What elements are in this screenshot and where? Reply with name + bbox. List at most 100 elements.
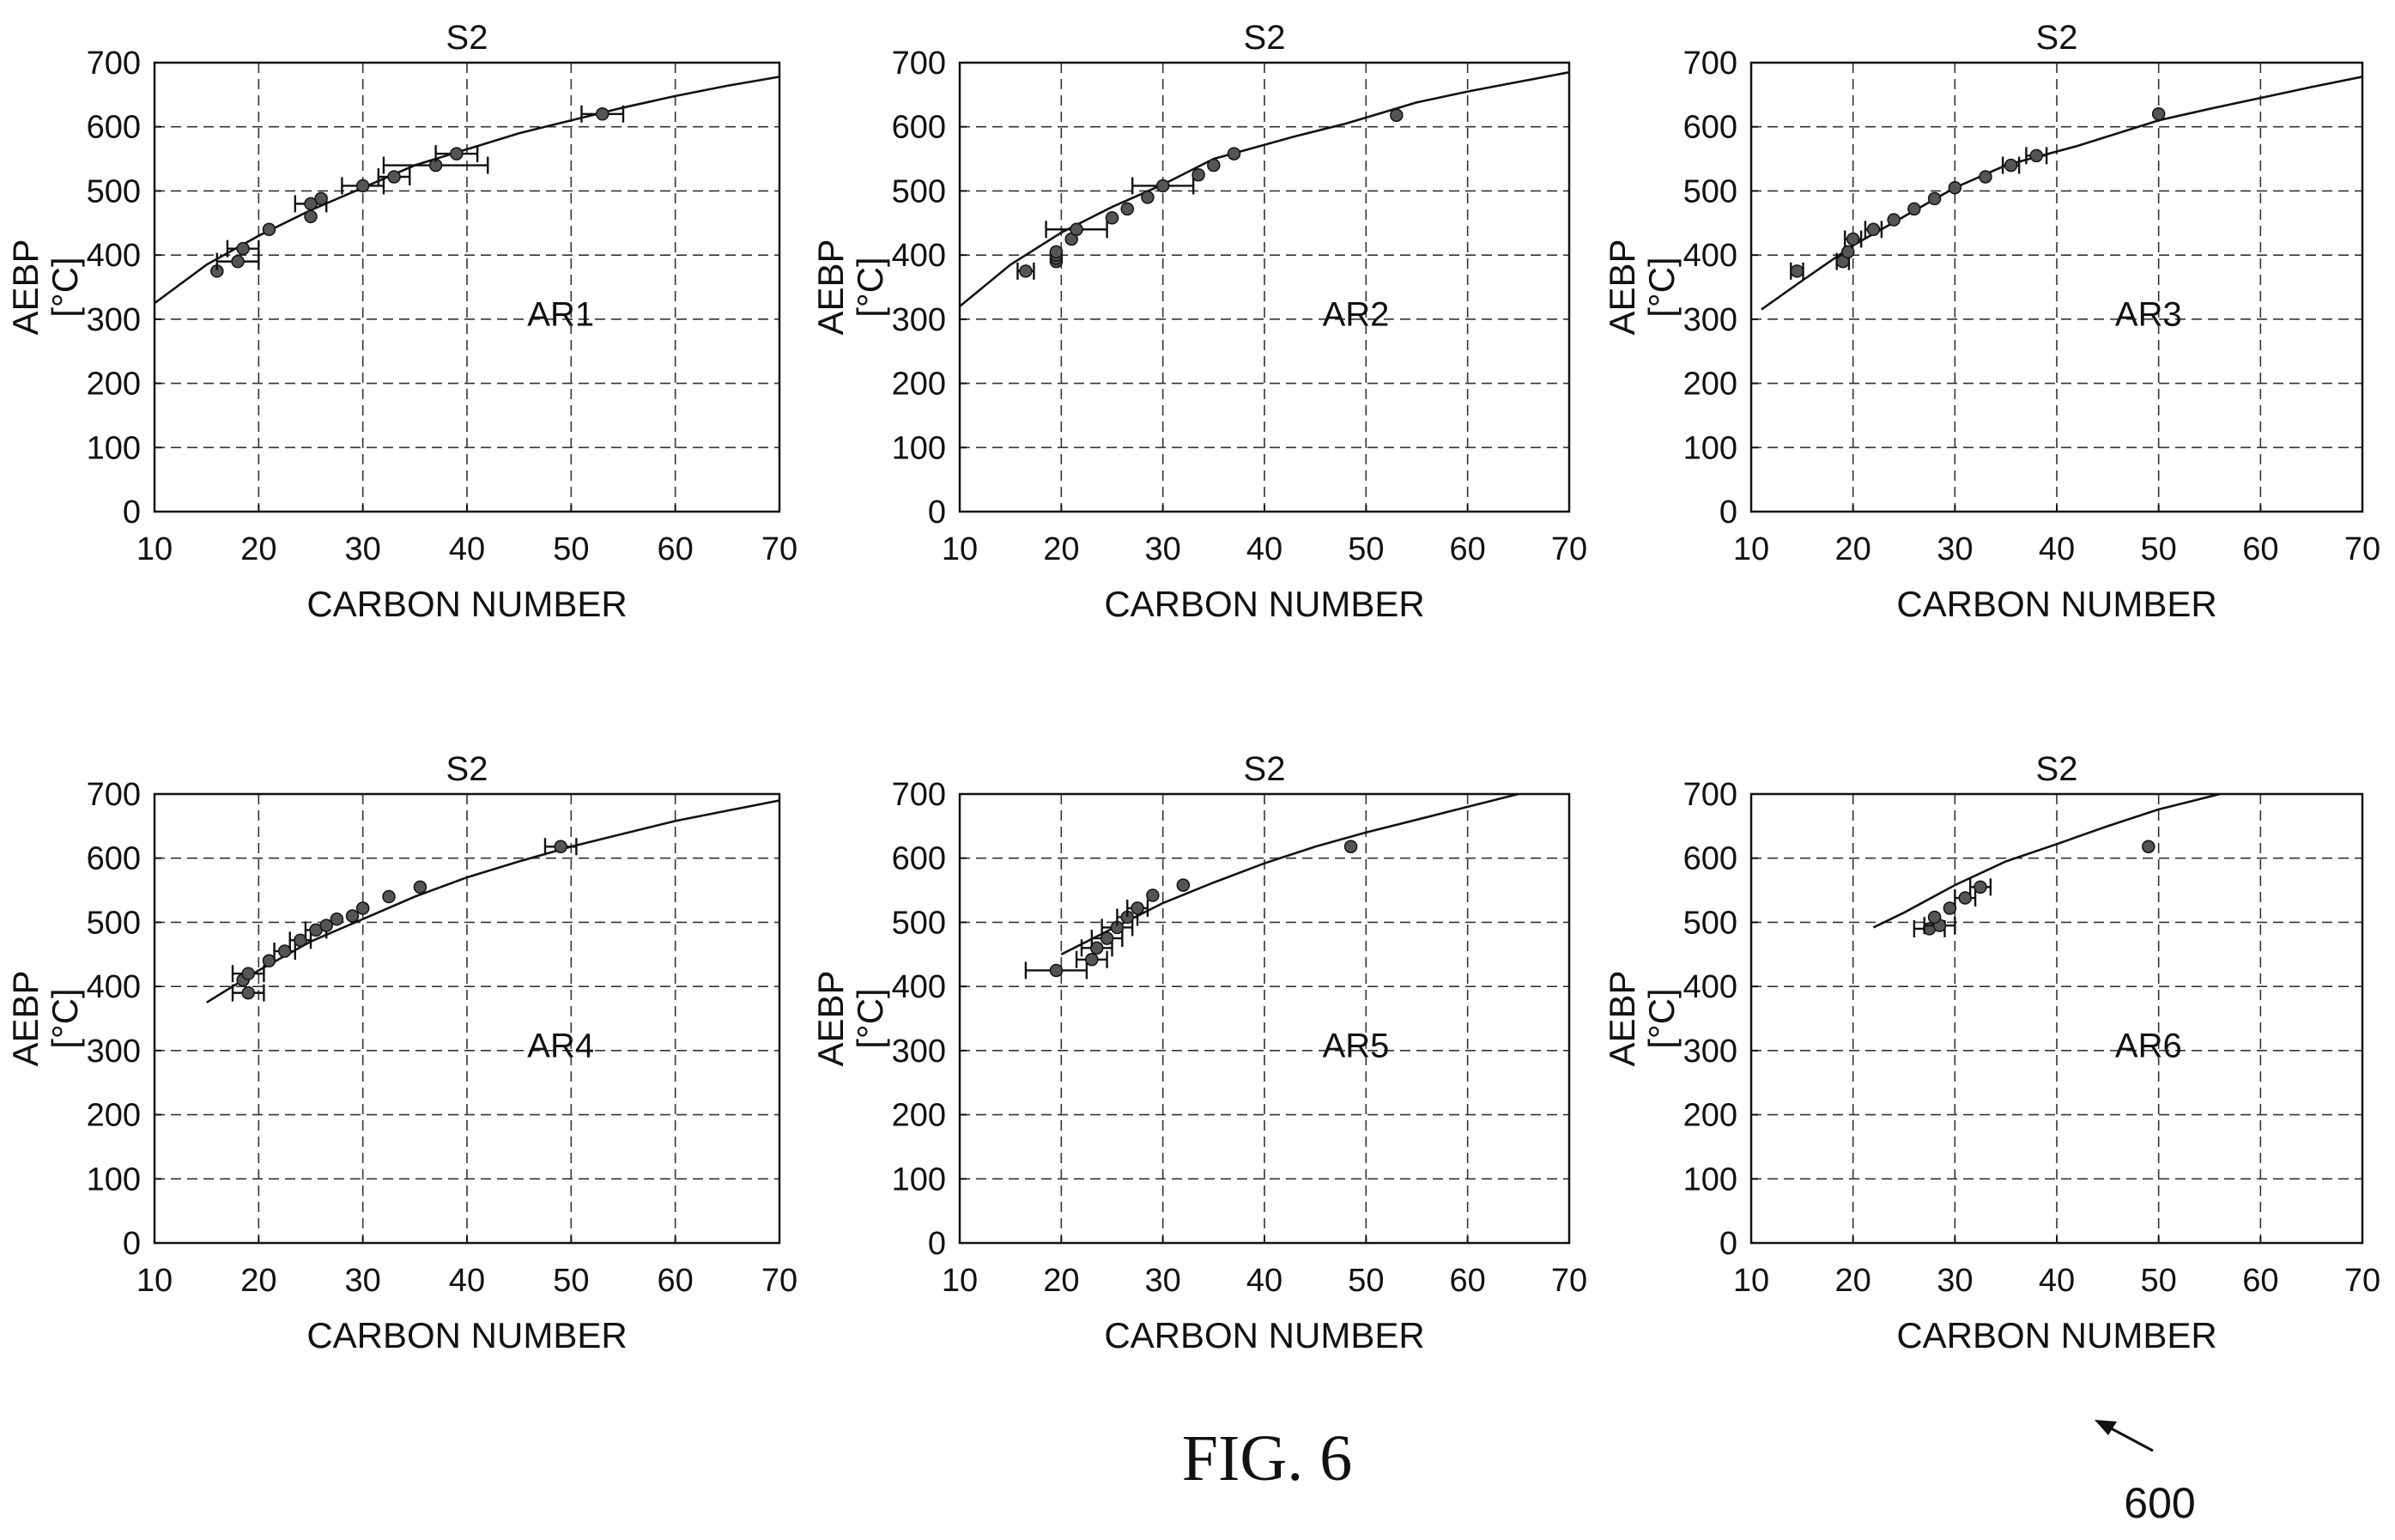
chart-panel-4: 10 20 30 40 50 60 700100200300400500600700S2CA…: [5, 750, 797, 1355]
data-point: [450, 147, 464, 161]
x-tick-label: 50: [553, 1263, 589, 1299]
x-tick-label: 10: [1733, 531, 1769, 567]
data-point: [1343, 840, 1358, 854]
x-axis-label: CARBON NUMBER: [1896, 1315, 2216, 1355]
y-tick-label: 300: [87, 302, 141, 338]
series-annotation: AR3: [2115, 295, 2182, 333]
data-point: [1155, 179, 1170, 193]
y-tick-label: 600: [87, 841, 141, 877]
y-axis-label-line: [°C]: [850, 257, 890, 317]
y-tick-label: 0: [928, 494, 946, 531]
x-tick-label: 30: [1937, 1263, 1973, 1299]
x-tick-label: 10: [136, 531, 173, 567]
y-tick-label: 200: [1683, 1098, 1737, 1134]
data-point: [1840, 245, 1855, 259]
data-point: [1146, 888, 1160, 902]
fit-curve: [206, 799, 779, 1003]
data-point: [2151, 107, 2166, 121]
series-annotation: AR6: [2115, 1027, 2182, 1064]
data-point: [1105, 211, 1119, 225]
fit-curve: [1060, 794, 1519, 955]
y-tick-label: 300: [892, 1034, 946, 1070]
x-tick-label: 50: [2141, 1263, 2177, 1299]
x-tick-label: 30: [1145, 1263, 1181, 1299]
fit-curve: [1761, 76, 2362, 311]
data-point: [1141, 191, 1155, 204]
x-tick-label: 60: [658, 531, 694, 567]
y-tick-label: 400: [892, 969, 946, 1005]
x-tick-label: 40: [1246, 531, 1282, 567]
y-tick-label: 300: [892, 302, 946, 338]
data-point: [1207, 158, 1221, 173]
chart-panels: 10 20 30 40 50 60 700100200300400500600700S2CA…: [5, 19, 2380, 1355]
y-tick-label: 500: [1683, 173, 1737, 209]
x-tick-label: 60: [1450, 531, 1486, 567]
x-tick-label: 40: [449, 1263, 485, 1299]
data-point: [1948, 180, 1962, 195]
x-tick-label: 20: [1835, 1263, 1871, 1299]
chart-title: S2: [1244, 750, 1286, 788]
data-point: [1049, 245, 1064, 259]
data-point: [1019, 264, 1033, 278]
x-axis-label: CARBON NUMBER: [1896, 584, 2216, 624]
y-tick-label: 600: [892, 841, 946, 877]
data-point: [262, 954, 276, 968]
data-point: [595, 107, 609, 121]
y-axis-label-line: AEBP: [1602, 970, 1642, 1066]
data-point: [1866, 222, 1881, 237]
y-axis-label-line: [°C]: [1641, 257, 1682, 317]
y-tick-label: 0: [1719, 494, 1737, 531]
data-point: [387, 170, 401, 184]
y-tick-label: 300: [1683, 302, 1737, 338]
x-tick-label: 40: [1246, 1263, 1282, 1299]
data-point: [1790, 264, 1804, 278]
x-tick-label: 50: [1348, 1263, 1384, 1299]
y-tick-label: 100: [1683, 430, 1737, 466]
x-tick-label: 70: [2344, 1263, 2380, 1299]
series-annotation: AR4: [527, 1027, 594, 1064]
y-tick-label: 0: [123, 494, 141, 531]
fit-curve: [155, 76, 779, 305]
data-point: [554, 840, 567, 854]
y-axis-label-line: AEBP: [5, 239, 45, 335]
data-point: [304, 197, 318, 211]
chart-panel-1: 10 20 30 40 50 60 700100200300400500600700S2CA…: [5, 19, 797, 624]
data-point: [1927, 910, 1942, 925]
y-tick-label: 0: [928, 1226, 946, 1262]
x-tick-label: 20: [1043, 531, 1079, 567]
x-tick-label: 60: [658, 1263, 694, 1299]
data-point: [314, 191, 328, 206]
y-tick-label: 700: [1683, 45, 1737, 82]
y-tick-label: 500: [87, 173, 141, 209]
x-tick-label: 10: [1733, 1263, 1769, 1299]
x-tick-label: 50: [553, 531, 589, 567]
data-point: [1100, 931, 1114, 945]
data-point: [304, 209, 318, 224]
data-point: [330, 912, 344, 926]
data-point: [1090, 941, 1104, 955]
data-point: [241, 967, 255, 980]
chart-title: S2: [2036, 19, 2078, 57]
data-point: [1943, 901, 1957, 915]
y-axis-label: AEBP[°C]: [810, 970, 890, 1066]
chart-panel-2: 10 20 30 40 50 60 700100200300400500600700S2CA…: [810, 19, 1587, 624]
data-point: [1846, 232, 1860, 246]
x-tick-label: 10: [136, 1263, 173, 1299]
data-point: [277, 944, 292, 958]
y-tick-label: 700: [892, 777, 946, 813]
y-tick-label: 500: [892, 905, 946, 941]
x-tick-label: 30: [1145, 531, 1181, 567]
data-point: [1974, 880, 1987, 894]
data-point: [2029, 149, 2044, 163]
reference-arrow: [2095, 1420, 2154, 1452]
y-axis-label: AEBP[°C]: [810, 239, 890, 335]
data-point: [1227, 147, 1241, 161]
y-tick-label: 500: [87, 905, 141, 941]
fit-curve: [960, 70, 1569, 307]
data-point: [1191, 168, 1205, 182]
y-axis-label-line: AEBP: [5, 970, 45, 1066]
x-tick-label: 30: [345, 531, 381, 567]
series-annotation: AR5: [1323, 1027, 1390, 1064]
y-tick-label: 600: [892, 110, 946, 146]
